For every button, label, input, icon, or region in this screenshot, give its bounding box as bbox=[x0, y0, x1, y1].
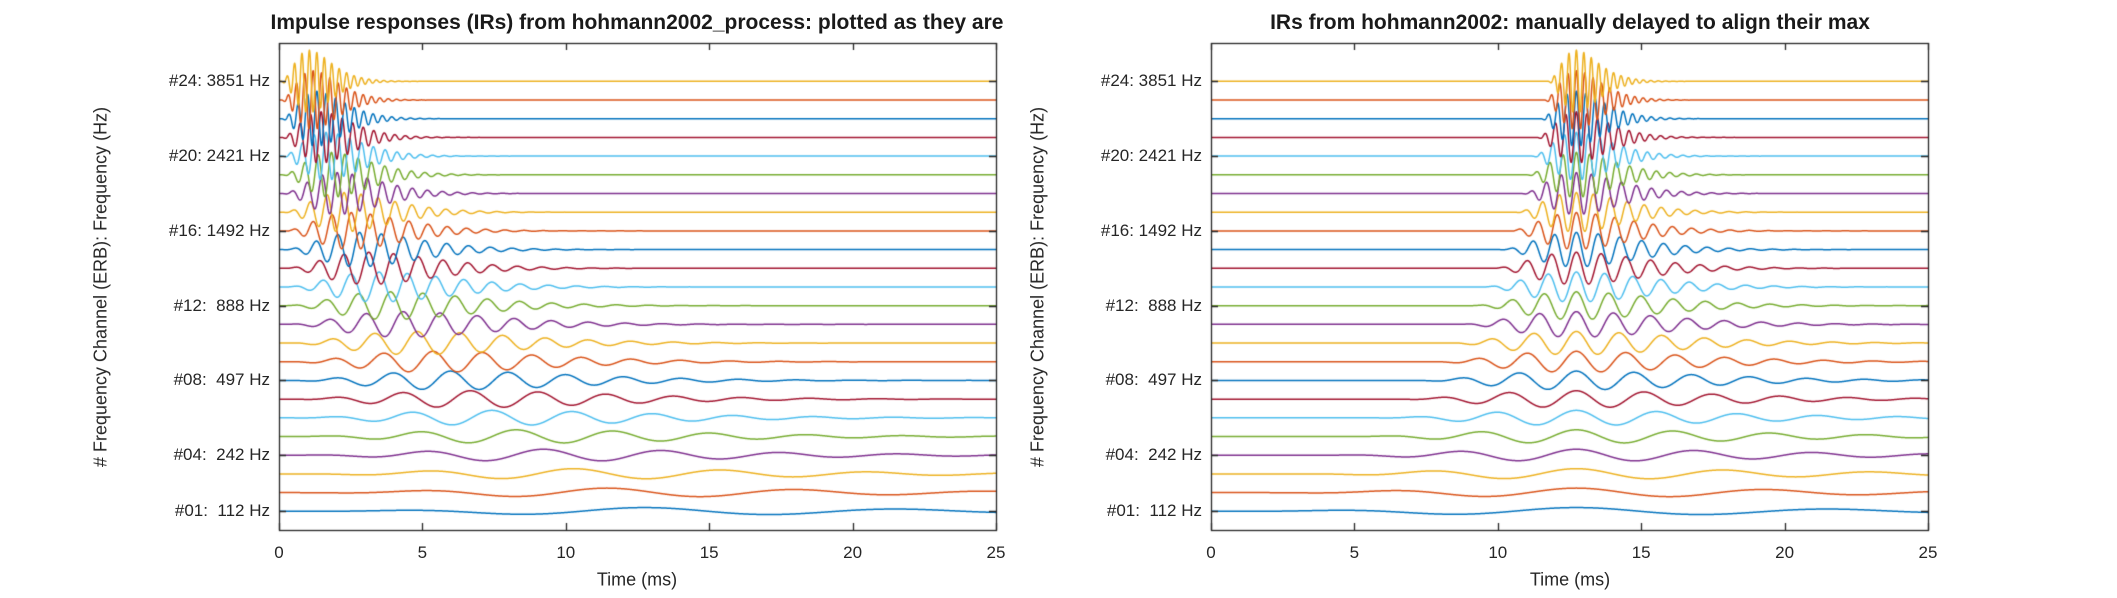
right-plot-title: IRs from hohmann2002: manually delayed t… bbox=[1270, 11, 1870, 34]
y-tick-label: #04: 242 Hz bbox=[173, 445, 270, 465]
left-x-axis-label: Time (ms) bbox=[596, 569, 678, 590]
y-tick-label: #01: 112 Hz bbox=[174, 501, 270, 521]
x-tick-label: 25 bbox=[1918, 543, 1938, 562]
x-tick-label: 0 bbox=[274, 543, 284, 562]
x-tick-label: 25 bbox=[986, 543, 1006, 562]
x-tick-label: 15 bbox=[699, 543, 719, 562]
y-tick-label: #12: 888 Hz bbox=[1105, 295, 1202, 315]
x-tick-label: 5 bbox=[1349, 543, 1360, 562]
x-tick-label: 10 bbox=[556, 543, 576, 562]
y-tick-label: #20: 2421 Hz bbox=[168, 146, 270, 166]
y-tick-label: #20: 2421 Hz bbox=[1100, 146, 1202, 166]
right-y-axis-label: # Frequency Channel (ERB): Frequency (Hz… bbox=[1027, 106, 1048, 468]
y-tick-label: #01: 112 Hz bbox=[1106, 501, 1202, 521]
x-tick-label: 5 bbox=[417, 543, 428, 562]
y-tick-label: #24: 3851 Hz bbox=[1100, 71, 1202, 91]
y-tick-label: #12: 888 Hz bbox=[173, 295, 270, 315]
left-y-axis-label: # Frequency Channel (ERB): Frequency (Hz… bbox=[90, 106, 111, 468]
x-tick-label: 10 bbox=[1488, 543, 1508, 562]
y-tick-label: #08: 497 Hz bbox=[173, 370, 270, 390]
y-tick-label: #16: 1492 Hz bbox=[1100, 220, 1202, 240]
x-tick-label: 0 bbox=[1206, 543, 1216, 562]
y-tick-label: #08: 497 Hz bbox=[1105, 370, 1202, 390]
left-plot-title: Impulse responses (IRs) from hohmann2002… bbox=[270, 11, 1004, 34]
right-x-axis-label: Time (ms) bbox=[1529, 569, 1611, 590]
y-tick-label: #24: 3851 Hz bbox=[168, 71, 270, 91]
y-tick-label: #16: 1492 Hz bbox=[168, 220, 270, 240]
x-tick-label: 20 bbox=[1775, 543, 1795, 562]
x-tick-label: 20 bbox=[843, 543, 863, 562]
x-tick-label: 15 bbox=[1631, 543, 1651, 562]
y-tick-label: #04: 242 Hz bbox=[1105, 445, 1202, 465]
